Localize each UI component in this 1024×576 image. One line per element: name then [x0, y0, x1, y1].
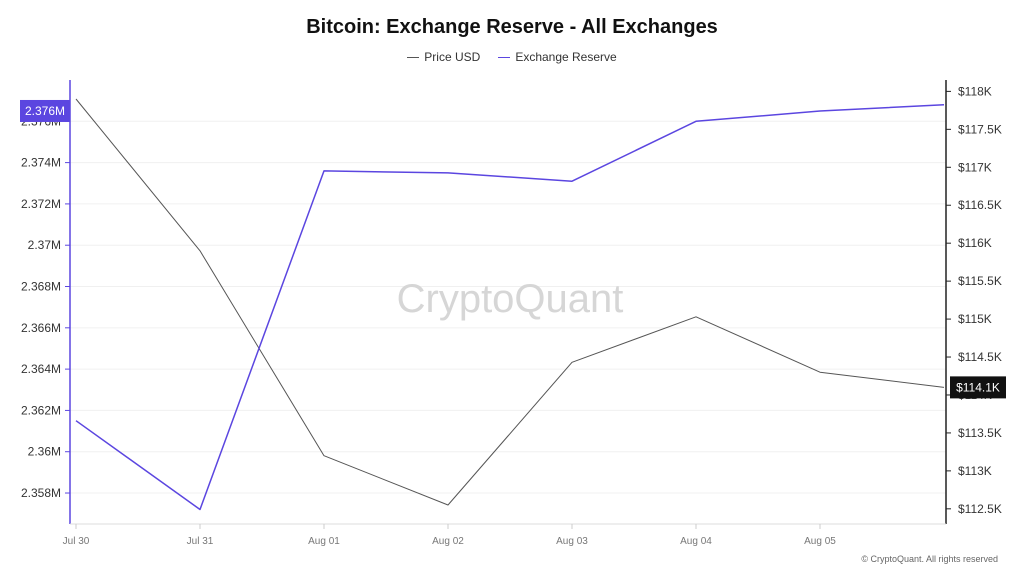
x-axis-ticks: Jul 30 Jul 31 Aug 01 Aug 02 Aug 03 Aug 04 Aug … — [63, 524, 836, 547]
left-tick-label: 2.372M — [21, 197, 61, 211]
series-lines — [75, 98, 945, 511]
legend-item-price[interactable]: Price USD — [407, 50, 480, 64]
left-tick-label: 2.362M — [21, 403, 61, 417]
left-tick-label: 2.37M — [28, 238, 61, 252]
legend-label-price: Price USD — [424, 50, 481, 64]
right-tick-label: $115K — [958, 312, 992, 326]
left-value-badge — [20, 99, 70, 122]
watermark: CryptoQuant — [397, 277, 624, 321]
x-tick-label: Aug 05 — [804, 536, 836, 547]
right-tick-label: $116K — [958, 236, 992, 250]
left-axis-ticks: 2.358M 2.36M 2.362M 2.364M 2.366M 2.368M 2.37M… — [21, 114, 70, 500]
legend-label-exchange-reserve: Exchange Reserve — [515, 50, 617, 64]
left-value-badge-text: 2.376M — [25, 104, 65, 118]
right-tick-label: $113K — [958, 464, 992, 478]
legend-swatch-price — [407, 56, 420, 58]
series-line-price-usd — [75, 98, 945, 506]
right-tick-label: $117.5K — [958, 122, 1002, 136]
right-tick-label: $112.5K — [958, 502, 1002, 516]
x-tick-label: Aug 02 — [432, 536, 464, 547]
left-tick-label: 2.368M — [21, 280, 61, 294]
right-value-badge — [950, 376, 1006, 399]
grid-lines — [70, 120, 946, 494]
x-tick-label: Jul 31 — [187, 536, 214, 547]
right-tick-label: $118K — [958, 84, 992, 98]
left-tick-label: 2.374M — [21, 156, 61, 170]
copyright-text: © CryptoQuant. All rights reserved — [861, 554, 998, 564]
right-tick-label: $117K — [958, 160, 992, 174]
chart-legend: Price USD Exchange Reserve — [0, 50, 1024, 64]
legend-swatch-exchange-reserve — [498, 56, 511, 58]
chart-title: Bitcoin: Exchange Reserve - All Exchange… — [306, 16, 718, 38]
legend-item-exchange-reserve[interactable]: Exchange Reserve — [498, 50, 617, 64]
right-tick-label: $113.5K — [958, 426, 1002, 440]
left-tick-label: 2.366M — [21, 321, 61, 335]
x-tick-label: Aug 03 — [556, 536, 588, 547]
right-axis-ticks: $112.5K$113K$113.5K$114K$114.5K$115K$115… — [946, 84, 1002, 516]
left-tick-label: 2.36M — [28, 445, 61, 459]
x-tick-label: Aug 04 — [680, 536, 712, 547]
value-badges: 2.376M $114.1K — [20, 99, 1006, 399]
left-tick-label: 2.364M — [21, 362, 61, 376]
series-line-exchange-reserve — [75, 104, 945, 511]
right-tick-label: $114.5K — [958, 350, 1002, 364]
axes — [69, 80, 947, 525]
right-tick-label: $115.5K — [958, 274, 1002, 288]
right-tick-label: $116.5K — [958, 198, 1002, 212]
x-tick-label: Jul 30 — [63, 536, 90, 547]
right-value-badge-text: $114.1K — [956, 380, 1000, 394]
x-tick-label: Aug 01 — [308, 536, 340, 547]
left-tick-label: 2.358M — [21, 486, 61, 500]
